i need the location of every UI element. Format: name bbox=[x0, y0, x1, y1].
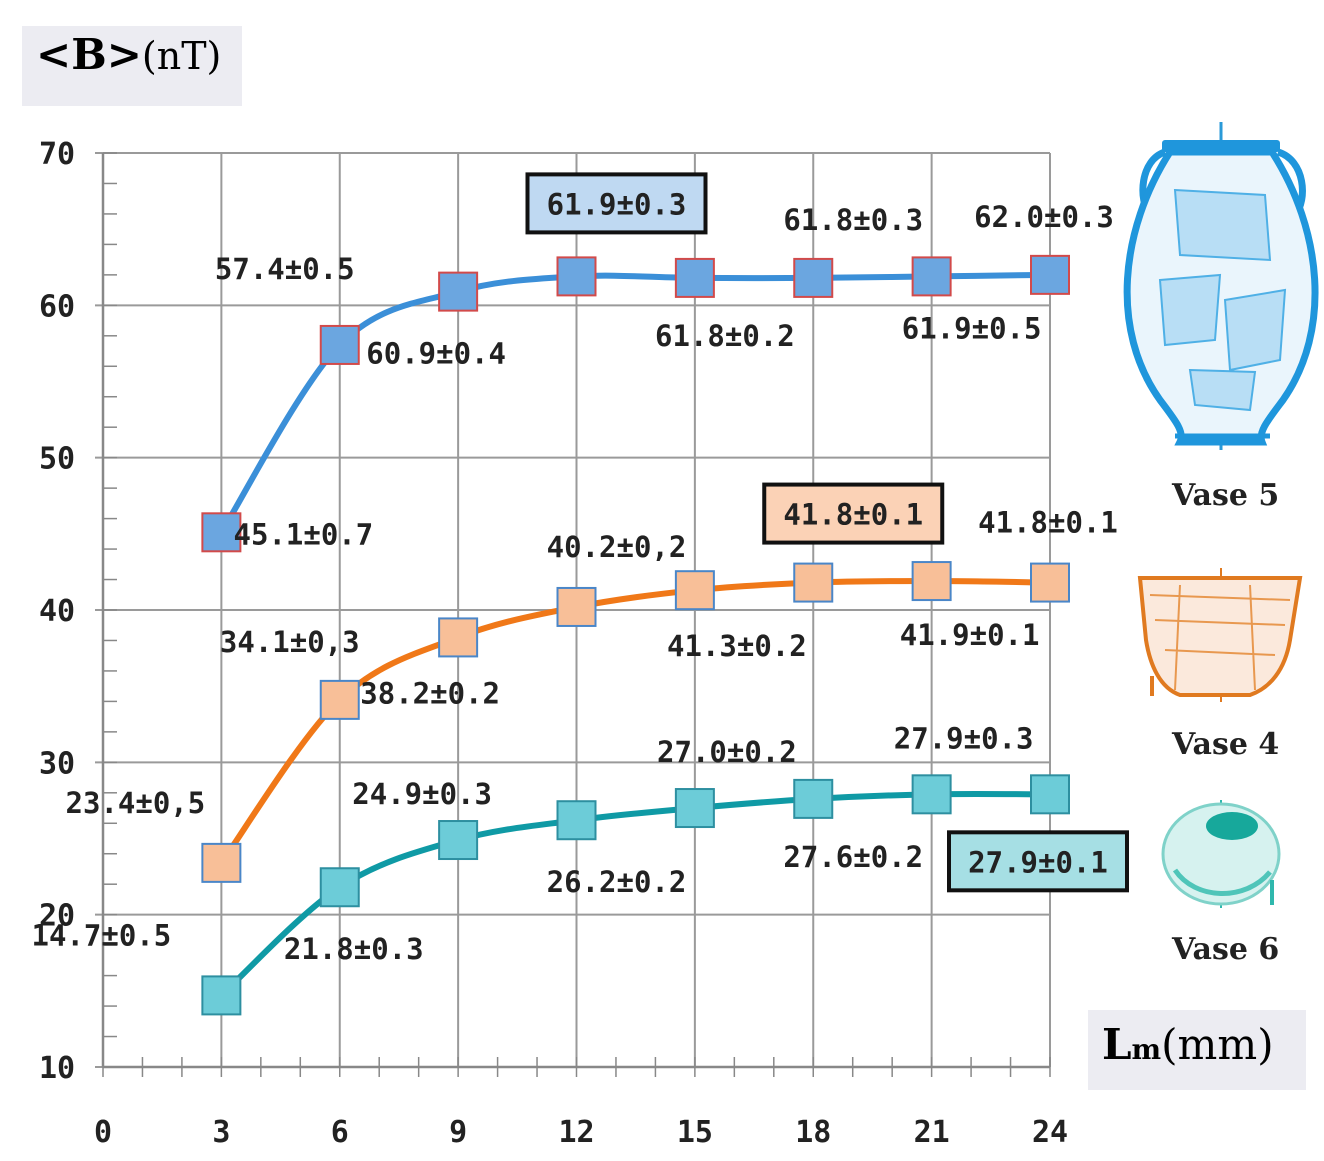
vase5-marker bbox=[438, 271, 479, 312]
vase6-data-label: 27.6±0.2 bbox=[783, 840, 923, 874]
vase5-marker bbox=[674, 257, 715, 298]
vase6-marker bbox=[1030, 774, 1070, 815]
vase4-data-label: 41.9±0.1 bbox=[900, 618, 1040, 652]
vase4-data-label: 38.2±0.2 bbox=[360, 676, 500, 710]
vase5-data-label: 57.4±0.5 bbox=[215, 252, 355, 286]
vase4-marker bbox=[438, 617, 479, 658]
axes: 10 20 30 40 50 60 70 0 3 6 9 12 15 18 21 24 bbox=[39, 137, 1068, 1150]
vase5-data-label: 60.9±0.4 bbox=[366, 337, 506, 371]
vase6-data-label: 27.0±0.2 bbox=[657, 735, 797, 769]
vase6-data-label: 27.9±0.1 bbox=[968, 845, 1108, 879]
vase6-data-label: 27.9±0.3 bbox=[894, 721, 1034, 755]
vase4-data-label: 34.1±0,3 bbox=[220, 625, 360, 659]
vase4-marker bbox=[911, 561, 952, 602]
y-axis-label: <B>(nT) bbox=[36, 30, 222, 79]
vase4-marker bbox=[556, 586, 597, 627]
vase6-marker bbox=[319, 867, 360, 908]
vase4-data-label: 41.8±0.1 bbox=[978, 506, 1118, 540]
vase6-highlight-box bbox=[947, 830, 1129, 893]
vase-6-label: Vase 6 bbox=[1172, 932, 1280, 967]
vase-4-label: Vase 4 bbox=[1172, 727, 1280, 762]
x-tick-label: 9 bbox=[449, 1115, 467, 1150]
y-tick-label: 30 bbox=[39, 746, 75, 781]
vase4-marker bbox=[1030, 562, 1070, 603]
vase-5-image bbox=[1123, 122, 1319, 450]
x-tick-label: 3 bbox=[212, 1115, 230, 1150]
vase6-data-label: 21.8±0.3 bbox=[284, 932, 424, 966]
vase5-marker bbox=[911, 256, 952, 297]
vase4-data-label: 41.3±0.2 bbox=[667, 629, 807, 663]
vase6-data-label: 14.7±0.5 bbox=[32, 918, 172, 952]
data-labels: 45.1±0.7 57.4±0.5 60.9±0.4 61.9±0.3 61.8±0.2… bbox=[32, 172, 1129, 966]
vase6-marker bbox=[556, 800, 597, 841]
vase5-data-label: 62.0±0.3 bbox=[974, 200, 1114, 234]
y-tick-label: 10 bbox=[39, 1051, 75, 1086]
vase4-data-label: 23.4±0,5 bbox=[66, 786, 206, 820]
x-tick-label: 21 bbox=[914, 1115, 950, 1150]
series-markers bbox=[201, 254, 1070, 1016]
vase4-marker bbox=[793, 562, 834, 603]
vase5-data-label: 45.1±0.7 bbox=[234, 517, 374, 551]
vase6-marker bbox=[793, 778, 834, 819]
vase-6-image bbox=[1161, 800, 1281, 908]
vase5-data-label: 61.9±0.5 bbox=[902, 311, 1042, 345]
vase6-marker bbox=[674, 788, 715, 829]
vase5-data-label: 61.9±0.3 bbox=[547, 187, 687, 221]
y-tick-label: 50 bbox=[39, 442, 75, 477]
x-tick-label: 24 bbox=[1032, 1115, 1068, 1150]
x-tick-label: 6 bbox=[331, 1115, 349, 1150]
vase5-marker bbox=[201, 512, 242, 553]
x-tick-label: 0 bbox=[94, 1115, 112, 1150]
x-tick-label: 18 bbox=[795, 1115, 831, 1150]
vase5-data-label: 61.8±0.2 bbox=[655, 319, 795, 353]
vase6-marker bbox=[438, 820, 479, 861]
vase4-marker bbox=[201, 842, 242, 883]
x-tick-label: 15 bbox=[677, 1115, 713, 1150]
vase4-highlight-box bbox=[762, 482, 945, 545]
vase5-marker bbox=[1030, 254, 1070, 295]
vase6-data-label: 24.9±0.3 bbox=[352, 777, 492, 811]
x-tick-label: 12 bbox=[558, 1115, 594, 1150]
x-axis-label-box bbox=[1088, 1010, 1306, 1090]
y-tick-label: 60 bbox=[39, 289, 75, 324]
y-tick-label: 70 bbox=[39, 137, 75, 172]
vase6-marker bbox=[911, 774, 952, 815]
vase4-data-label: 41.8±0.1 bbox=[783, 498, 923, 532]
vase5-marker bbox=[319, 324, 360, 365]
vase5-marker bbox=[793, 257, 834, 298]
y-tick-label: 20 bbox=[39, 899, 75, 934]
vase5-data-label: 61.8±0.3 bbox=[783, 203, 923, 237]
vase6-data-label: 26.2±0.2 bbox=[547, 865, 687, 899]
x-axis-label: Lm(mm) bbox=[1102, 1020, 1274, 1069]
vase-5-label: Vase 5 bbox=[1172, 478, 1280, 513]
vase-4-image bbox=[1137, 568, 1303, 702]
y-tick-label: 40 bbox=[39, 594, 75, 629]
vase5-highlight-box bbox=[525, 172, 708, 235]
vase6-marker bbox=[201, 975, 242, 1016]
vase4-marker bbox=[674, 570, 715, 611]
vase5-marker bbox=[556, 256, 597, 297]
vase4-data-label: 40.2±0,2 bbox=[547, 530, 687, 564]
vase4-marker bbox=[319, 679, 360, 720]
y-axis-label-box bbox=[22, 26, 242, 106]
